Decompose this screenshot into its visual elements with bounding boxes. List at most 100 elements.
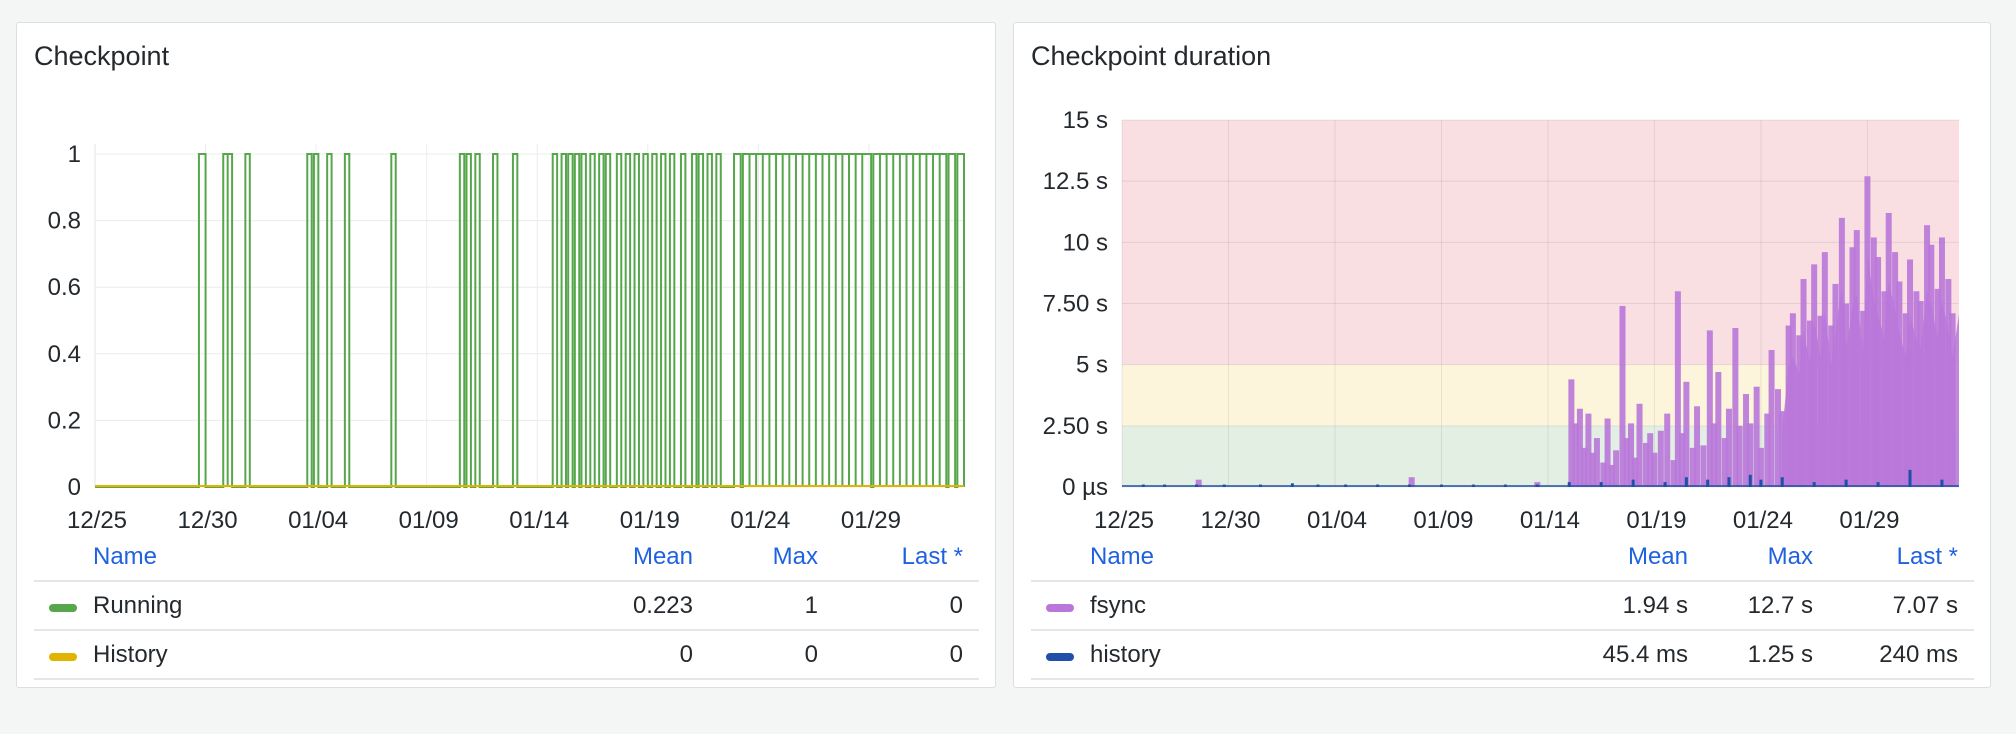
- bar-history: [1759, 479, 1763, 487]
- bar-fsync: [1600, 462, 1607, 487]
- legend-header-name[interactable]: Name: [93, 543, 158, 570]
- bar-fsync: [1683, 381, 1690, 487]
- legend-header-mean[interactable]: Mean: [632, 543, 693, 570]
- y-tick-label: 5 s: [1076, 352, 1108, 379]
- legend-header: Name Mean Max Last *: [1031, 533, 1974, 582]
- legend-series-name[interactable]: history: [1090, 641, 1161, 668]
- x-tick-label: 01/14: [1520, 507, 1580, 533]
- bar-history: [1876, 482, 1880, 487]
- legend-row-history[interactable]: History 0 0 0: [34, 631, 979, 680]
- legend-header-max[interactable]: Max: [1767, 543, 1813, 570]
- bar-history: [1844, 479, 1848, 487]
- bar-fsync: [1642, 442, 1649, 487]
- bar-fsync: [1651, 452, 1658, 487]
- legend-series-name[interactable]: fsync: [1090, 592, 1147, 619]
- legend-row-history[interactable]: history 45.4 ms 1.25 s 240 ms: [1031, 631, 1974, 680]
- checkpoint-duration-chart: 0 µs 2.50 s 5 s 7.50 s 10 s 12.5 s 15 s 12/25 12…: [1043, 107, 1959, 533]
- x-tick-label: 01/09: [1413, 507, 1473, 533]
- legend-swatch[interactable]: [49, 604, 77, 612]
- bar-fsync: [1628, 423, 1635, 487]
- y-tick-label: 0.2: [48, 407, 81, 434]
- checkpoint-duration-panel: Checkpoint duration 0 µs 2.50 s 5 s 7.50 s 1…: [1013, 22, 1991, 688]
- bar-fsync: [1689, 447, 1696, 487]
- bar-fsync: [1743, 394, 1750, 487]
- bar-fsync: [1774, 389, 1781, 487]
- legend-header-last[interactable]: Last *: [1896, 543, 1958, 570]
- x-tick-label: 01/04: [288, 507, 348, 533]
- bar-fsync: [1608, 464, 1615, 487]
- legend-max-value: 12.7 s: [1747, 592, 1813, 619]
- series-running-line: [95, 153, 965, 488]
- legend-header: Name Mean Max Last *: [34, 533, 979, 582]
- legend-header-last[interactable]: Last *: [901, 543, 963, 570]
- bar-history: [1812, 482, 1816, 487]
- y-tick-label: 0: [68, 474, 81, 501]
- x-tick-label: 01/14: [509, 507, 569, 533]
- legend-series-name[interactable]: History: [93, 641, 168, 668]
- panel-title[interactable]: Checkpoint: [34, 41, 170, 71]
- legend: Name Mean Max Last * Running 0.223 1 0 H…: [34, 533, 979, 680]
- panel-title[interactable]: Checkpoint duration: [1031, 41, 1272, 71]
- bar-history: [1663, 482, 1667, 487]
- legend-last-value: 7.07 s: [1892, 592, 1958, 619]
- legend-header-mean[interactable]: Mean: [1627, 543, 1688, 570]
- bar-fsync: [1195, 479, 1202, 487]
- legend-last-value: 0: [949, 641, 963, 668]
- legend-mean-value: 45.4 ms: [1602, 641, 1688, 668]
- bar-history: [1706, 479, 1710, 487]
- bar-fsync: [1732, 327, 1739, 487]
- bar-fsync: [1706, 330, 1713, 487]
- bar-fsync: [1647, 433, 1654, 487]
- bar-fsync: [1619, 305, 1626, 487]
- bar-history: [1748, 474, 1752, 487]
- y-tick-label: 1: [68, 141, 81, 168]
- bar-fsync: [1589, 452, 1596, 487]
- legend-mean-value: 1.94 s: [1622, 592, 1688, 619]
- bar-history: [1908, 469, 1912, 487]
- area-fsync: [1782, 253, 1959, 487]
- y-tick-label: 12.5 s: [1043, 168, 1108, 195]
- bar-history: [1684, 477, 1688, 487]
- bar-fsync: [1711, 423, 1718, 487]
- legend-swatch[interactable]: [49, 653, 77, 661]
- legend-mean-value: 0.223: [632, 592, 693, 619]
- bar-fsync: [1768, 349, 1775, 487]
- legend: Name Mean Max Last * fsync 1.94 s 12.7 s…: [1031, 533, 1974, 680]
- x-tick-label: 12/30: [1200, 507, 1260, 533]
- y-tick-label: 7.50 s: [1043, 291, 1108, 318]
- legend-row-running[interactable]: Running 0.223 1 0: [34, 582, 979, 631]
- bar-fsync: [1636, 403, 1643, 487]
- x-tick-label: 01/29: [841, 507, 901, 533]
- legend-swatch[interactable]: [1046, 653, 1074, 661]
- bar-history: [1631, 479, 1635, 487]
- legend-header-max[interactable]: Max: [772, 543, 818, 570]
- x-tick-label: 01/24: [730, 507, 790, 533]
- bar-history: [1567, 482, 1571, 487]
- bar-fsync: [1568, 379, 1575, 487]
- legend-max-value: 1: [804, 592, 818, 619]
- legend-max-value: 0: [804, 641, 818, 668]
- bar-fsync: [1657, 430, 1664, 487]
- x-tick-label: 12/30: [178, 507, 238, 533]
- bar-fsync: [1725, 408, 1732, 487]
- bar-fsync: [1572, 423, 1579, 487]
- legend-swatch[interactable]: [1046, 604, 1074, 612]
- legend-header-name[interactable]: Name: [1090, 543, 1155, 570]
- y-tick-label: 0.4: [48, 341, 81, 368]
- x-tick-label: 12/25: [1094, 507, 1154, 533]
- y-tick-label: 10 s: [1063, 229, 1108, 256]
- bar-fsync: [1700, 445, 1707, 487]
- bar-fsync: [1581, 447, 1588, 487]
- bar-fsync: [1764, 413, 1771, 487]
- legend-max-value: 1.25 s: [1747, 641, 1813, 668]
- bar-fsync: [1613, 450, 1620, 487]
- bar-fsync: [1604, 418, 1611, 487]
- bar-fsync: [1632, 457, 1639, 487]
- legend-last-value: 0: [949, 592, 963, 619]
- legend-last-value: 240 ms: [1879, 641, 1958, 668]
- bar-fsync: [1694, 406, 1701, 487]
- legend-row-fsync[interactable]: fsync 1.94 s 12.7 s 7.07 s: [1031, 582, 1974, 631]
- legend-series-name[interactable]: Running: [93, 592, 183, 619]
- y-tick-label: 2.50 s: [1043, 413, 1108, 440]
- legend-mean-value: 0: [679, 641, 693, 668]
